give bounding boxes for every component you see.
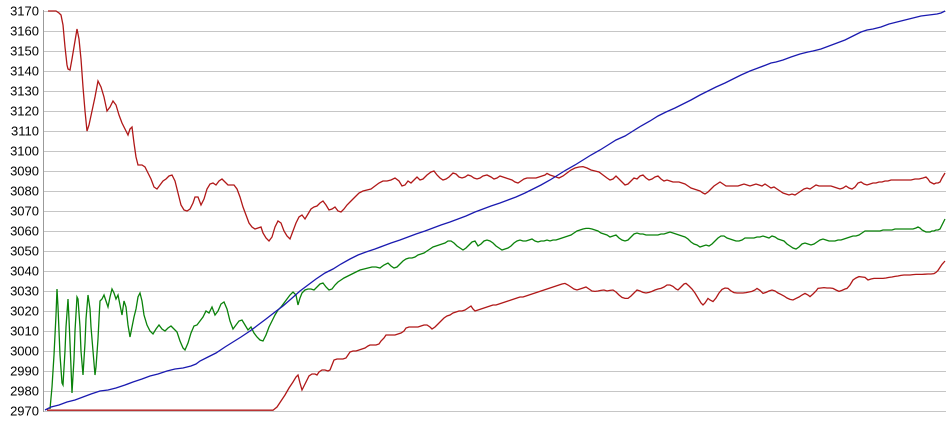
y-axis-tick-label: 3100 — [10, 144, 39, 159]
series-group — [44, 10, 946, 411]
y-axis-tick-label: 3030 — [10, 284, 39, 299]
y-axis-labels-group: 3170 3160 3150 3140 3130 3120 3110 3100 3090 3080… — [10, 4, 39, 419]
y-axis-tick-label: 3000 — [10, 344, 39, 359]
series-line-red-lower — [47, 260, 946, 411]
y-axis-tick-label: 3160 — [10, 24, 39, 39]
y-axis-tick-label: 3090 — [10, 164, 39, 179]
y-axis-tick-label: 3040 — [10, 264, 39, 279]
series-line-red-upper — [48, 10, 946, 242]
y-axis-tick-label: 3130 — [10, 84, 39, 99]
y-axis-tick-label: 2970 — [10, 404, 39, 419]
y-axis-tick-label: 3170 — [10, 4, 39, 19]
y-axis-tick-label: 2980 — [10, 384, 39, 399]
y-axis-tick-label: 3110 — [11, 124, 39, 139]
y-axis-tick-label: 3020 — [10, 304, 39, 319]
y-axis-tick-label: 3150 — [10, 44, 39, 59]
y-axis-tick-label: 3010 — [10, 324, 39, 339]
y-axis-tick-label: 3070 — [10, 204, 39, 219]
y-axis-tick-label: 3050 — [10, 244, 39, 259]
y-axis-tick-label: 3140 — [10, 64, 39, 79]
series-line-blue-rising — [44, 10, 946, 411]
y-axis-tick-label: 3080 — [10, 184, 39, 199]
y-axis-tick-label: 3060 — [10, 224, 39, 239]
gridlines-group — [43, 10, 946, 412]
y-axis-tick-label: 3120 — [10, 104, 39, 119]
y-axis-tick-label: 2990 — [10, 364, 39, 379]
series-line-green-middle — [49, 218, 946, 410]
